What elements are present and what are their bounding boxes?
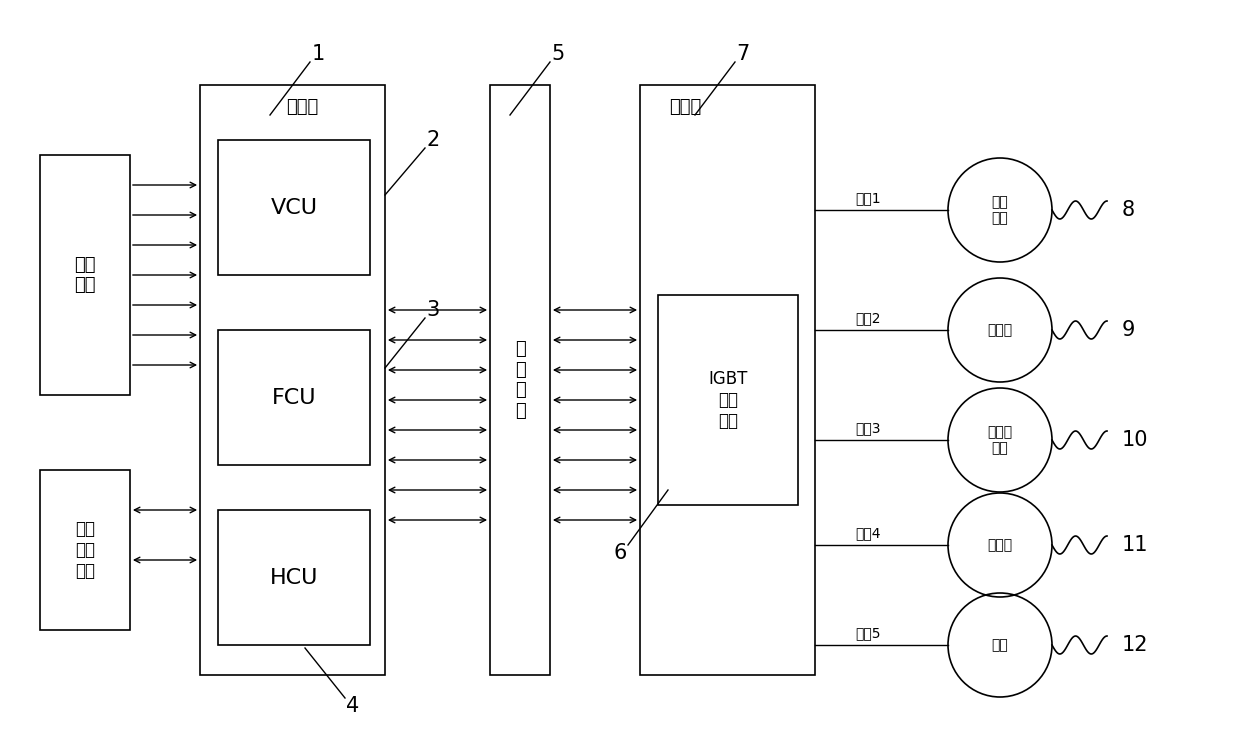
Bar [218,510,370,645]
Text: 输出5: 输出5 [856,626,880,640]
Text: 网络
连接
端口: 网络 连接 端口 [74,520,95,580]
Text: 8: 8 [1122,200,1135,220]
Text: 输入
接口: 输入 接口 [74,255,95,294]
Text: 4: 4 [346,696,360,716]
Text: 输出4: 输出4 [856,526,880,540]
Text: 6: 6 [614,543,626,563]
Text: 冷却
风扇: 冷却 风扇 [992,195,1008,225]
Text: 功率板: 功率板 [668,98,701,116]
Bar [218,330,370,465]
Text: 12: 12 [1122,635,1148,655]
Bar [40,470,130,630]
Text: 输出2: 输出2 [856,311,880,325]
Text: 节气门: 节气门 [987,323,1013,337]
Text: 氢瓶阀: 氢瓶阀 [987,538,1013,552]
Bar [490,85,551,675]
Text: 5: 5 [552,44,564,64]
Bar [640,85,815,675]
Text: 集
成
单
元: 集 成 单 元 [515,339,526,420]
Text: FCU: FCU [272,387,316,407]
Bar [40,155,130,395]
Text: 输出3: 输出3 [856,421,880,435]
Text: 10: 10 [1122,430,1148,450]
Text: 水泵: 水泵 [992,638,1008,652]
Text: 氢气循
环泵: 氢气循 环泵 [987,425,1013,455]
Text: IGBT
功率
元件: IGBT 功率 元件 [708,370,748,430]
Text: 11: 11 [1122,535,1148,555]
Text: 输出1: 输出1 [856,191,880,205]
Bar [200,85,384,675]
Text: HCU: HCU [270,568,319,587]
Text: 1: 1 [311,44,325,64]
Bar [658,295,799,505]
Text: 2: 2 [427,130,440,150]
Text: 控制板: 控制板 [286,98,319,116]
Text: VCU: VCU [270,198,317,218]
Text: 7: 7 [737,44,750,64]
Text: 3: 3 [427,300,440,320]
Text: 9: 9 [1122,320,1136,340]
Bar [218,140,370,275]
